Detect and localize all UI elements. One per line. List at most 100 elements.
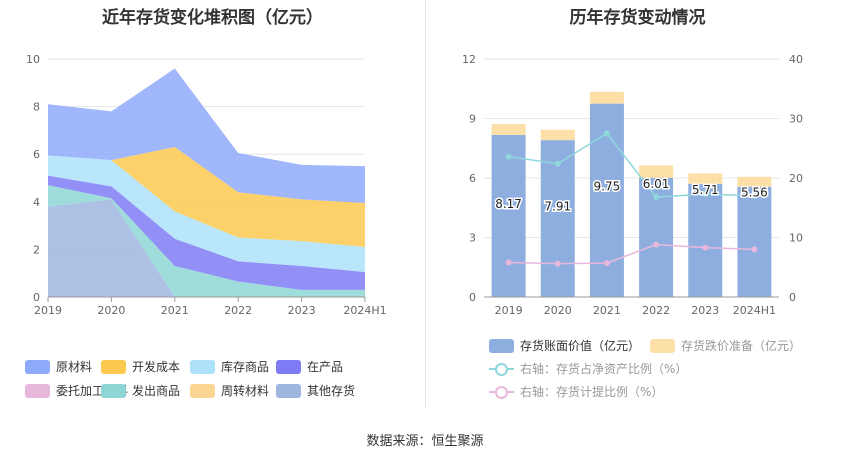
y-right-tick-label: 30 [789, 113, 803, 126]
y-right-tick-label: 20 [789, 172, 803, 185]
legend-swatch [190, 359, 215, 374]
y-left-tick-label: 9 [469, 113, 476, 126]
y-tick-label: 6 [33, 148, 40, 161]
bar-book-value [688, 183, 723, 297]
legend-swatch [25, 359, 50, 374]
line-point [554, 260, 561, 267]
legend-label: 在产品 [307, 360, 344, 374]
y-tick-label: 2 [33, 243, 40, 256]
y-left-tick-label: 0 [469, 291, 476, 304]
y-right-tick-label: 0 [789, 291, 796, 304]
line-point [505, 259, 512, 266]
line-point [505, 153, 512, 160]
area-在产品 [48, 175, 365, 290]
left-chart-title: 近年存货变化堆积图（亿元） [102, 8, 323, 28]
legend-label: 其他存货 [307, 384, 356, 398]
legend-swatch [101, 383, 126, 398]
x-tick-label: 2022 [642, 304, 670, 317]
bar-data-label: 9.75 [594, 180, 621, 194]
inventory-bar-chart: 0 3 6 9 12 0 10 20 30 40 8.17 7.91 9.75 6.01 5.71 5.56 2… [462, 53, 803, 317]
legend-item[interactable]: 右轴：存货占净资产比例（%） [489, 360, 687, 377]
bar-book-value [491, 134, 526, 297]
x-tick-label: 2021 [593, 304, 621, 317]
stacked-area-chart: 0 2 4 6 8 10 2019 2020 2021 2022 2023 2024H1 [26, 53, 387, 317]
bar-impairment [639, 165, 674, 178]
bar-data-label: 7.91 [544, 200, 571, 214]
x-tick-label: 2020 [97, 304, 125, 317]
legend-item[interactable]: 右轴：存货计提比例（%） [489, 383, 663, 400]
y-right-tick-label: 40 [789, 53, 803, 66]
y-left-tick-label: 6 [469, 172, 476, 185]
line-point [603, 130, 610, 137]
legend-swatch [489, 338, 514, 353]
y-left-tick-label: 12 [462, 53, 476, 66]
legend-label: 存货跌价准备（亿元） [681, 339, 802, 353]
legend-item[interactable]: 原材料 [25, 358, 92, 375]
y-right-tick-label: 10 [789, 232, 803, 245]
legend-item[interactable]: 发出商品 [101, 382, 180, 399]
panel-divider [425, 0, 426, 408]
legend-item[interactable]: 在产品 [276, 358, 343, 375]
x-tick-label: 2021 [161, 304, 189, 317]
legend-label: 右轴：存货计提比例（%） [520, 385, 664, 399]
legend-item[interactable]: 周转材料 [190, 382, 269, 399]
x-tick-label: 2024H1 [733, 304, 776, 317]
line-point [751, 246, 758, 253]
legend-swatch [650, 338, 675, 353]
legend-item[interactable]: 其他存货 [276, 382, 355, 399]
bar-impairment [540, 129, 575, 141]
legend-swatch [101, 359, 126, 374]
bar-data-label: 5.71 [692, 183, 719, 197]
x-tick-label: 2024H1 [343, 304, 386, 317]
line-point [653, 194, 660, 201]
legend-item[interactable]: 存货账面价值（亿元） [489, 337, 640, 354]
y-left-tick-label: 3 [469, 232, 476, 245]
legend-swatch [190, 383, 215, 398]
bar-book-value [737, 186, 772, 297]
legend-label: 原材料 [56, 360, 93, 374]
area-原材料 [48, 68, 365, 203]
data-source: 数据来源：恒生聚源 [366, 434, 484, 449]
line-point [653, 241, 660, 248]
bar-impairment [688, 173, 723, 184]
legend-swatch [25, 383, 50, 398]
legend-label: 库存商品 [221, 360, 270, 374]
x-tick-label: 2019 [34, 304, 62, 317]
legend-item[interactable]: 开发成本 [101, 358, 180, 375]
legend-swatch [276, 383, 301, 398]
x-tick-label: 2023 [288, 304, 316, 317]
y-tick-label: 10 [26, 53, 40, 66]
legend-label: 存货账面价值（亿元） [520, 339, 641, 353]
legend-swatch [276, 359, 301, 374]
y-tick-label: 0 [33, 291, 40, 304]
x-tick-label: 2022 [224, 304, 252, 317]
legend-line-icon [489, 385, 514, 399]
bar-data-label: 6.01 [643, 177, 670, 191]
area-库存商品 [48, 155, 365, 273]
legend-label: 周转材料 [221, 384, 270, 398]
y-tick-label: 4 [33, 196, 40, 209]
bar-impairment [737, 176, 772, 187]
legend-item[interactable]: 存货跌价准备（亿元） [650, 337, 801, 354]
line-point [554, 160, 561, 167]
x-tick-label: 2020 [544, 304, 572, 317]
x-tick-label: 2019 [495, 304, 523, 317]
legend-line-icon [489, 362, 514, 376]
legend-label: 开发成本 [132, 360, 181, 374]
x-tick-label: 2023 [691, 304, 719, 317]
line-point [603, 260, 610, 267]
line-ratio-net-assets [508, 132, 755, 198]
bar-data-label: 5.56 [741, 186, 768, 200]
bar-data-label: 8.17 [495, 197, 522, 211]
y-tick-label: 8 [33, 101, 40, 114]
legend-label: 发出商品 [132, 384, 181, 398]
legend-item[interactable]: 库存商品 [190, 358, 269, 375]
line-point [702, 191, 709, 198]
line-provision-ratio [508, 243, 755, 265]
legend-label: 右轴：存货占净资产比例（%） [520, 362, 688, 376]
line-point [751, 192, 758, 199]
bar-impairment [491, 124, 526, 135]
bar-impairment [589, 91, 624, 104]
area-发出商品 [48, 185, 365, 297]
right-chart-title: 历年存货变动情况 [569, 8, 706, 28]
